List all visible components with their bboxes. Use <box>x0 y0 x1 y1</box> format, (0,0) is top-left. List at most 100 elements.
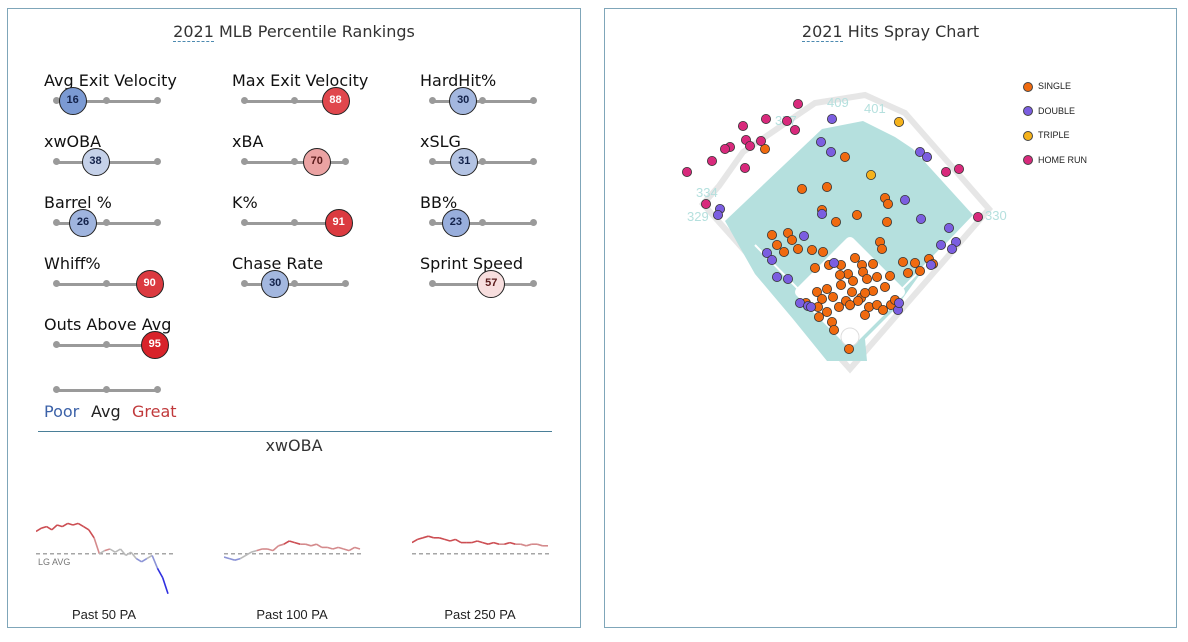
metric-percentile-dot[interactable]: 88 <box>321 87 350 115</box>
hit-single[interactable] <box>833 301 844 312</box>
hit-single[interactable] <box>809 262 820 273</box>
metric-percentile-dot[interactable]: 57 <box>477 270 506 298</box>
percentile-title-year[interactable]: 2021 <box>173 22 214 42</box>
hit-single[interactable] <box>859 309 870 320</box>
hit-double[interactable] <box>893 297 904 308</box>
hit-double[interactable] <box>914 146 925 157</box>
hit-double[interactable] <box>713 209 724 220</box>
hit-double[interactable] <box>921 151 932 162</box>
hit-single[interactable] <box>846 286 857 297</box>
hit-double[interactable] <box>816 208 827 219</box>
hit-home-run[interactable] <box>789 125 800 136</box>
hit-single[interactable] <box>859 287 870 298</box>
metric-percentile-dot[interactable]: 30 <box>449 87 478 115</box>
hit-single[interactable] <box>881 216 892 227</box>
hit-double[interactable] <box>828 257 839 268</box>
hit-single[interactable] <box>909 257 920 268</box>
metric-percentile-dot[interactable]: 23 <box>441 209 470 237</box>
hit-home-run[interactable] <box>701 198 712 209</box>
hit-home-run[interactable] <box>755 136 766 147</box>
hit-double[interactable] <box>915 213 926 224</box>
hit-home-run[interactable] <box>720 143 731 154</box>
hit-double[interactable] <box>943 222 954 233</box>
hit-single[interactable] <box>835 279 846 290</box>
hit-single[interactable] <box>778 246 789 257</box>
hit-double[interactable] <box>925 259 936 270</box>
hit-single[interactable] <box>879 281 890 292</box>
hit-single[interactable] <box>817 246 828 257</box>
hit-triple[interactable] <box>865 169 876 180</box>
hit-single[interactable] <box>897 256 908 267</box>
hit-single[interactable] <box>876 243 887 254</box>
hit-double[interactable] <box>798 230 809 241</box>
hit-double[interactable] <box>766 254 777 265</box>
legend-item-double[interactable]: DOUBLE <box>1023 105 1075 117</box>
legend-item-triple[interactable]: TRIPLE <box>1023 129 1070 141</box>
legend-item-single[interactable]: SINGLE <box>1023 80 1071 92</box>
hit-double[interactable] <box>761 247 772 258</box>
hit-single[interactable] <box>834 269 845 280</box>
hit-double[interactable] <box>935 239 946 250</box>
hit-single[interactable] <box>902 267 913 278</box>
hit-home-run[interactable] <box>744 140 755 151</box>
hit-single[interactable] <box>759 143 770 154</box>
hit-home-run[interactable] <box>739 162 750 173</box>
hit-single[interactable] <box>830 216 841 227</box>
hit-single[interactable] <box>851 209 862 220</box>
metric-percentile-dot[interactable]: 95 <box>140 331 169 359</box>
hit-home-run[interactable] <box>953 163 964 174</box>
hit-single[interactable] <box>884 270 895 281</box>
hit-home-run[interactable] <box>972 211 983 222</box>
hit-single[interactable] <box>771 239 782 250</box>
hit-single[interactable] <box>861 273 872 284</box>
hit-single[interactable] <box>839 151 850 162</box>
metric-percentile-dot[interactable]: 31 <box>450 148 479 176</box>
hit-single[interactable] <box>766 229 777 240</box>
hit-home-run[interactable] <box>760 114 771 125</box>
hit-single[interactable] <box>792 243 803 254</box>
hit-single[interactable] <box>877 304 888 315</box>
hit-single[interactable] <box>811 286 822 297</box>
hit-home-run[interactable] <box>781 116 792 127</box>
hit-single[interactable] <box>843 343 854 354</box>
hit-home-run[interactable] <box>940 166 951 177</box>
metric-percentile-dot[interactable]: 90 <box>135 270 164 298</box>
legend-item-home-run[interactable]: HOME RUN <box>1023 154 1087 166</box>
hit-single[interactable] <box>796 183 807 194</box>
hit-single[interactable] <box>813 311 824 322</box>
hit-single[interactable] <box>867 258 878 269</box>
hit-single[interactable] <box>786 234 797 245</box>
hit-single[interactable] <box>828 324 839 335</box>
hit-double[interactable] <box>771 271 782 282</box>
hit-single[interactable] <box>852 295 863 306</box>
metric-percentile-dot[interactable]: 70 <box>302 148 331 176</box>
hit-single[interactable] <box>821 283 832 294</box>
hit-single[interactable] <box>871 271 882 282</box>
spray-title-year[interactable]: 2021 <box>801 22 843 42</box>
metric-percentile-dot[interactable]: 91 <box>324 209 353 237</box>
hit-home-run[interactable] <box>737 121 748 132</box>
hit-double[interactable] <box>805 301 816 312</box>
hit-double[interactable] <box>815 136 826 147</box>
hit-single[interactable] <box>821 306 832 317</box>
hit-double[interactable] <box>899 194 910 205</box>
hit-single[interactable] <box>821 181 832 192</box>
hit-home-run[interactable] <box>682 166 693 177</box>
metric-percentile-dot[interactable]: 38 <box>81 148 110 176</box>
metric-percentile-dot[interactable]: 26 <box>69 209 98 237</box>
hit-single[interactable] <box>806 244 817 255</box>
metric-percentile-dot[interactable]: 30 <box>261 270 290 298</box>
hit-single[interactable] <box>816 293 827 304</box>
hit-double[interactable] <box>825 146 836 157</box>
hit-single[interactable] <box>882 198 893 209</box>
hit-double[interactable] <box>826 114 837 125</box>
hit-triple[interactable] <box>893 117 904 128</box>
hit-single[interactable] <box>847 275 858 286</box>
hit-single[interactable] <box>914 265 925 276</box>
metric-percentile-dot[interactable]: 16 <box>58 87 87 115</box>
hit-home-run[interactable] <box>792 99 803 110</box>
hit-single[interactable] <box>844 299 855 310</box>
hit-single[interactable] <box>827 291 838 302</box>
hit-double[interactable] <box>946 243 957 254</box>
hit-home-run[interactable] <box>707 155 718 166</box>
